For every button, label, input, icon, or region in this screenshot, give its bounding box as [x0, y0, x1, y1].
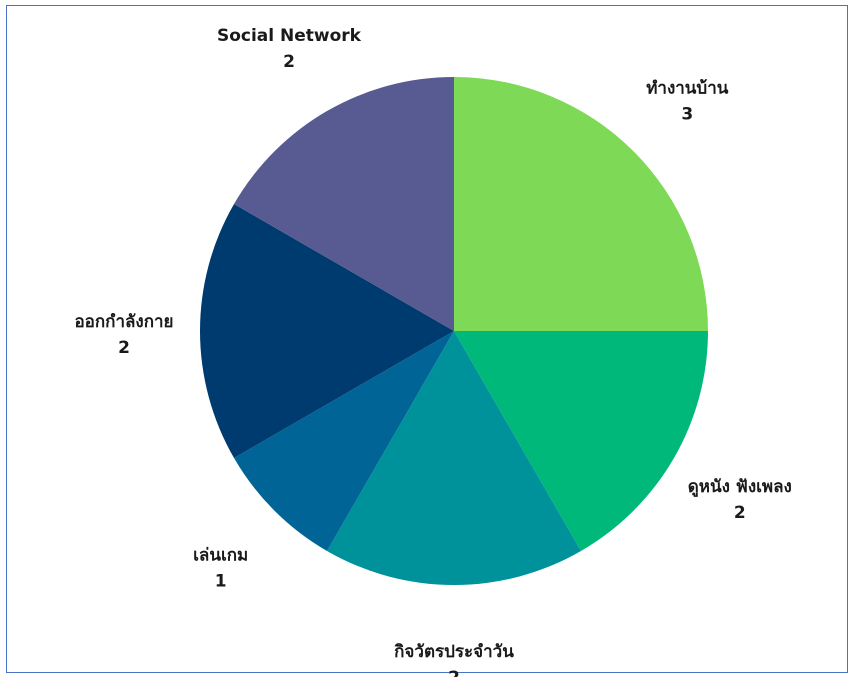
slice-label-name: ดูหนัง ฟังเพลง [688, 477, 792, 498]
pie-slice [234, 77, 454, 331]
slice-label-name: Social Network [217, 26, 362, 46]
slice-label-name: ทำงานบ้าน [646, 79, 729, 99]
pie-slice [200, 204, 454, 458]
slice-label: ทำงานบ้าน 3 [646, 79, 729, 125]
pie-slice [454, 77, 708, 331]
slice-label: กิจวัตรประจำวัน 2 [394, 642, 514, 677]
slice-label: ออกกำลังกาย 2 [74, 312, 173, 358]
pie-slice [234, 331, 454, 551]
slice-label-name: เล่นเกม [193, 545, 248, 565]
slice-label-value: 2 [283, 52, 295, 72]
slice-label-value: 2 [734, 503, 746, 523]
slice-label-name: ออกกำลังกาย [74, 312, 173, 332]
pie-slice [454, 331, 708, 551]
slice-label: Social Network 2 [217, 26, 362, 72]
slice-label: ดูหนัง ฟังเพลง 2 [688, 477, 792, 523]
slice-label-value: 2 [448, 668, 460, 677]
pie-slice [327, 331, 581, 585]
slice-label-value: 3 [681, 105, 693, 125]
slice-label-name: กิจวัตรประจำวัน [394, 642, 514, 662]
slice-label-value: 1 [215, 571, 227, 591]
slice-label: เล่นเกม 1 [193, 545, 248, 591]
slice-label-value: 2 [118, 338, 130, 358]
